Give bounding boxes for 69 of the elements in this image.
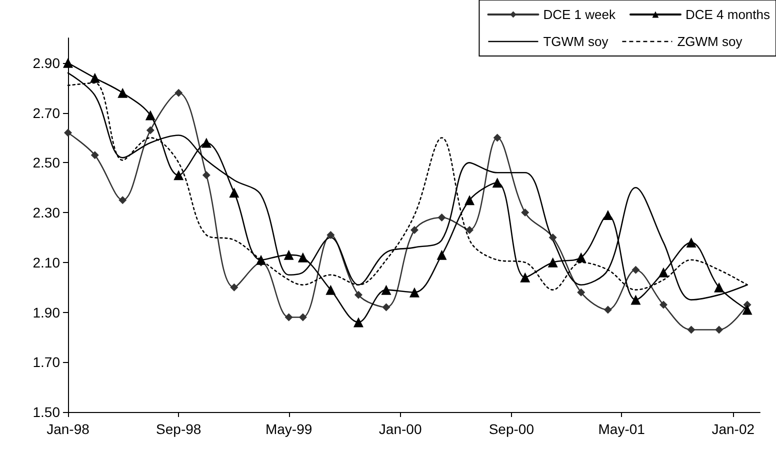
point	[714, 282, 724, 292]
point	[548, 233, 557, 242]
point	[409, 287, 420, 298]
point	[742, 304, 752, 315]
point	[632, 266, 640, 274]
point	[326, 230, 335, 239]
point	[326, 284, 336, 295]
point	[298, 252, 308, 262]
y-tick-label: 2.10	[32, 254, 60, 270]
y-tick-label: 2.30	[32, 204, 60, 221]
x-tick-label: Jan-00	[378, 421, 422, 437]
point	[715, 326, 724, 334]
point	[521, 208, 530, 217]
point	[145, 110, 156, 120]
point	[284, 313, 293, 322]
point	[64, 128, 72, 137]
point	[630, 294, 641, 305]
point	[381, 284, 392, 295]
y-tick-label: 2.90	[32, 54, 60, 71]
point	[604, 306, 612, 314]
point	[464, 195, 475, 206]
y-tick-label: 2.70	[32, 104, 60, 121]
point	[548, 257, 558, 268]
point	[520, 272, 530, 282]
legend-label: ZGWM soy	[677, 34, 743, 49]
point	[382, 303, 390, 312]
x-tick-label: Sep-98	[156, 421, 202, 437]
point	[298, 313, 307, 322]
point	[202, 171, 210, 180]
point	[602, 210, 613, 220]
x-tick-label: Sep-00	[488, 421, 534, 437]
point	[493, 134, 502, 142]
point	[576, 252, 586, 262]
point	[63, 58, 73, 68]
point	[229, 188, 240, 198]
point	[410, 226, 418, 234]
point	[90, 72, 100, 83]
y-tick-label: 1.70	[32, 354, 60, 370]
x-tick-label: Jan-98	[46, 421, 90, 437]
y-tick-label: 1.90	[32, 304, 60, 320]
point	[687, 326, 696, 334]
point	[659, 300, 668, 309]
x-tick-label: May-01	[598, 421, 646, 437]
y-tick-label: 1.50	[32, 404, 60, 420]
x-tick-label: May-99	[265, 421, 312, 437]
point	[230, 283, 238, 292]
point	[90, 151, 99, 160]
y-tick-label: 2.50	[32, 154, 60, 171]
point	[174, 88, 183, 97]
x-tick-label: Jan-02	[712, 421, 755, 437]
point	[492, 178, 502, 188]
point	[201, 138, 212, 148]
point	[686, 237, 696, 248]
point	[118, 196, 127, 204]
point	[658, 267, 668, 278]
point	[174, 170, 184, 180]
point	[118, 88, 128, 98]
point	[438, 214, 446, 222]
point	[353, 317, 364, 328]
legend-label: DCE 4 months	[685, 7, 770, 22]
point	[146, 126, 154, 134]
point	[436, 250, 447, 260]
point	[466, 226, 474, 234]
point	[577, 288, 586, 296]
point	[354, 290, 362, 299]
legend-label: TGWM soy	[543, 34, 609, 49]
point	[256, 254, 266, 265]
legend-label: DCE 1 week	[543, 7, 616, 22]
point	[284, 250, 294, 260]
